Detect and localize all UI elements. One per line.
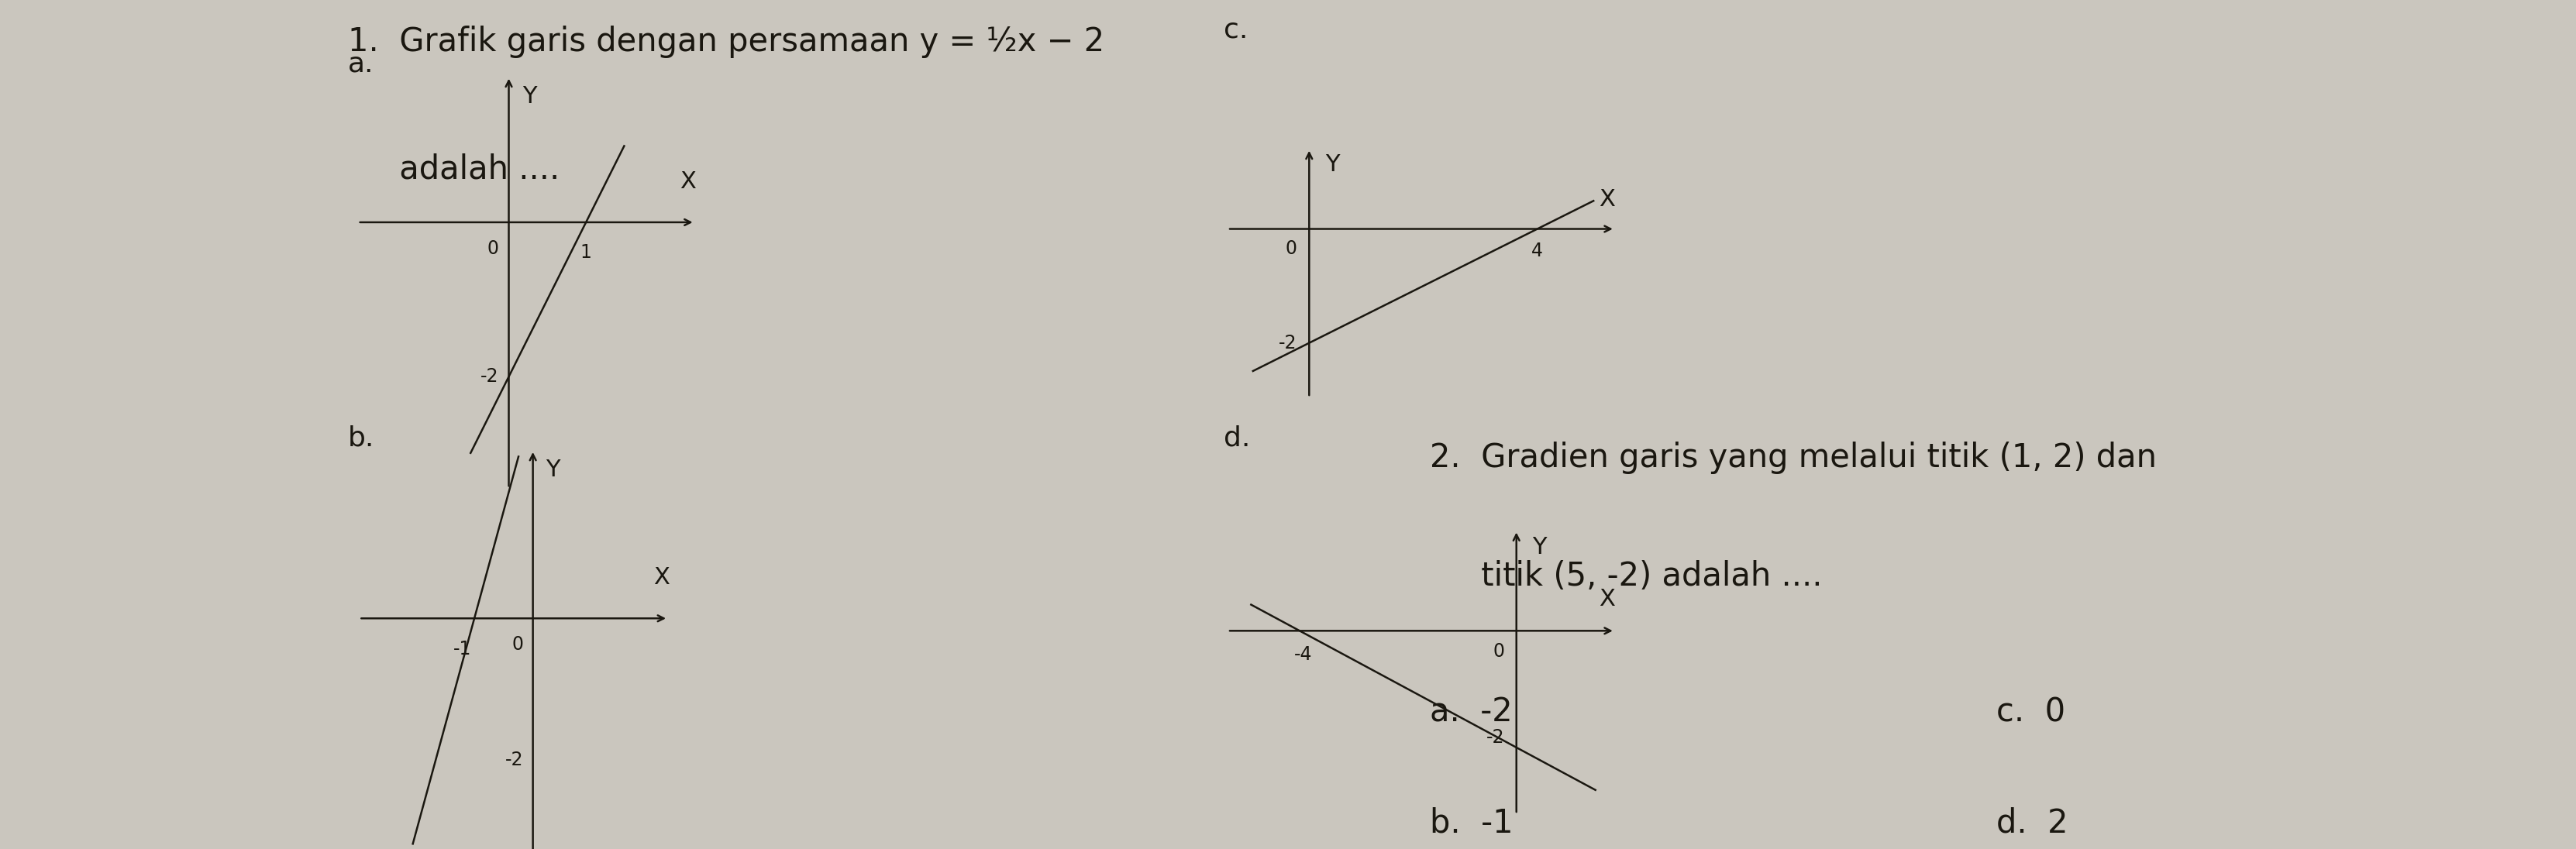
Text: -2: -2 (505, 751, 523, 769)
Text: 0: 0 (1285, 239, 1298, 258)
Text: Y: Y (523, 85, 536, 107)
Text: d.: d. (1224, 424, 1249, 451)
Text: X: X (1600, 588, 1615, 610)
Text: adalah ....: adalah .... (348, 153, 559, 185)
Text: b.  -1: b. -1 (1430, 807, 1512, 839)
Text: Y: Y (1324, 154, 1340, 176)
Text: 4: 4 (1533, 242, 1543, 261)
Text: b.: b. (348, 424, 374, 451)
Text: 0: 0 (1494, 643, 1504, 661)
Text: titik (5, -2) adalah ....: titik (5, -2) adalah .... (1430, 560, 1821, 593)
Text: -4: -4 (1293, 645, 1314, 664)
Text: 0: 0 (513, 635, 523, 654)
Text: d.  2: d. 2 (1996, 807, 2069, 839)
Text: c.: c. (1224, 17, 1247, 43)
Text: X: X (1600, 188, 1615, 211)
Text: -1: -1 (453, 639, 471, 658)
Text: X: X (680, 170, 696, 193)
Text: -2: -2 (1486, 728, 1504, 746)
Text: Y: Y (546, 458, 559, 481)
Text: c.  0: c. 0 (1996, 696, 2066, 728)
Text: a.: a. (348, 51, 374, 77)
Text: 2.  Gradien garis yang melalui titik (1, 2) dan: 2. Gradien garis yang melalui titik (1, … (1430, 441, 2156, 474)
Text: a.  -2: a. -2 (1430, 696, 1512, 728)
Text: Y: Y (1533, 536, 1546, 559)
Text: 1: 1 (580, 244, 592, 262)
Text: -2: -2 (1278, 334, 1298, 352)
Text: X: X (654, 566, 670, 588)
Text: 1.  Grafik garis dengan persamaan y = ½x − 2: 1. Grafik garis dengan persamaan y = ½x … (348, 25, 1105, 58)
Text: -2: -2 (479, 368, 497, 386)
Text: 0: 0 (487, 239, 497, 258)
